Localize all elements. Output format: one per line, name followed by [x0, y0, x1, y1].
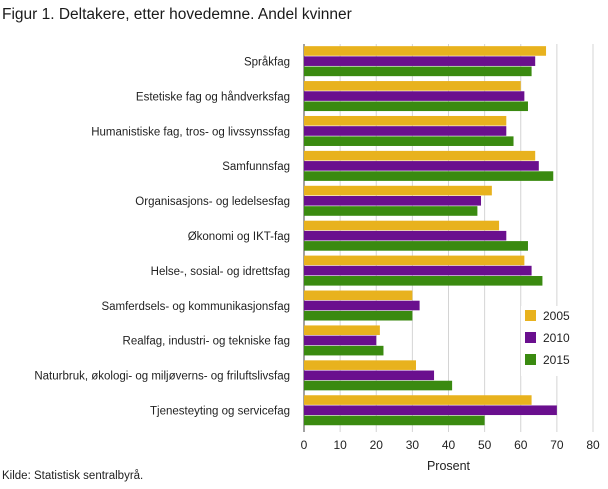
bar-2010	[304, 56, 536, 66]
category-label: Estetiske fag og håndverksfag	[136, 91, 290, 103]
bar-2010	[304, 335, 377, 346]
x-tick-label: 0	[301, 438, 308, 452]
bar-2015	[304, 241, 528, 251]
x-tick-label: 60	[514, 438, 528, 452]
bar-2005	[304, 46, 547, 56]
bar-2015	[304, 206, 478, 216]
x-tick-label: 70	[550, 438, 564, 452]
bar-2010	[304, 405, 557, 416]
bar-2015	[304, 136, 514, 146]
bar-2005	[304, 220, 500, 231]
bar-2005	[304, 150, 536, 161]
source-note: Kilde: Statistisk sentralbyrå.	[2, 470, 144, 482]
x-tick-label: 10	[333, 438, 347, 452]
bar-2005	[304, 255, 525, 266]
bar-2005	[304, 115, 507, 126]
category-label: Samferdsels- og kommunikasjonsfag	[101, 301, 290, 313]
page-title: Figur 1. Deltakere, etter hovedemne. And…	[2, 6, 352, 23]
x-tick-label: 40	[442, 438, 456, 452]
legend-swatch	[525, 332, 536, 343]
x-axis-ticks: 0 10 20 30 40 50 60 70 80	[301, 438, 600, 452]
x-tick-label: 50	[478, 438, 492, 452]
category-label: Økonomi og IKT-fag	[188, 231, 290, 243]
x-tick-label: 30	[406, 438, 420, 452]
bar-2015	[304, 310, 413, 321]
bar-2010	[304, 91, 525, 101]
legend-swatch	[525, 310, 536, 321]
legend-entry: 2010	[543, 331, 570, 345]
x-tick-label: 80	[586, 438, 600, 452]
bar-2010	[304, 161, 539, 171]
bar-2005	[304, 185, 492, 196]
bar-2005	[304, 325, 380, 336]
bar-2015	[304, 345, 384, 356]
bar-2010	[304, 300, 420, 311]
bar-2015	[304, 171, 554, 181]
bar-2010	[304, 195, 482, 206]
bar-2015	[304, 415, 485, 426]
bar-2015	[304, 66, 532, 77]
category-labels: Språkfag Estetiske fag og håndverksfag Hum…	[34, 56, 290, 417]
bar-2005	[304, 290, 413, 301]
x-tick-label: 20	[370, 438, 384, 452]
bar-2010	[304, 230, 507, 241]
category-label: Humanistiske fag, tros- og livssynssfag	[91, 126, 290, 138]
category-label: Samfunnsfag	[222, 161, 290, 173]
x-axis-title: Prosent	[427, 459, 471, 473]
bars	[304, 46, 557, 426]
bar-2005	[304, 360, 416, 370]
bar-2015	[304, 101, 528, 112]
category-label: Språkfag	[244, 56, 290, 68]
category-label: Realfag, industri- og tekniske fag	[123, 336, 290, 348]
bar-2010	[304, 126, 507, 136]
legend-entry: 2005	[543, 309, 570, 323]
bar-2005	[304, 395, 532, 405]
category-label: Helse-, sosial- og idrettsfag	[151, 266, 290, 278]
category-label: Tjenesteyting og servicefag	[150, 406, 290, 418]
bar-2010	[304, 265, 532, 276]
bar-2015	[304, 276, 543, 286]
legend-swatch	[525, 354, 536, 365]
legend: 2005 2010 2015	[521, 306, 591, 376]
bar-2005	[304, 81, 521, 91]
category-label: Organisasjons- og ledelsesfag	[135, 196, 290, 208]
bar-2010	[304, 370, 435, 381]
legend-entry: 2015	[543, 353, 570, 367]
bar-2015	[304, 380, 453, 391]
category-label: Naturbruk, økologi- og miljøverns- og fr…	[34, 371, 290, 383]
